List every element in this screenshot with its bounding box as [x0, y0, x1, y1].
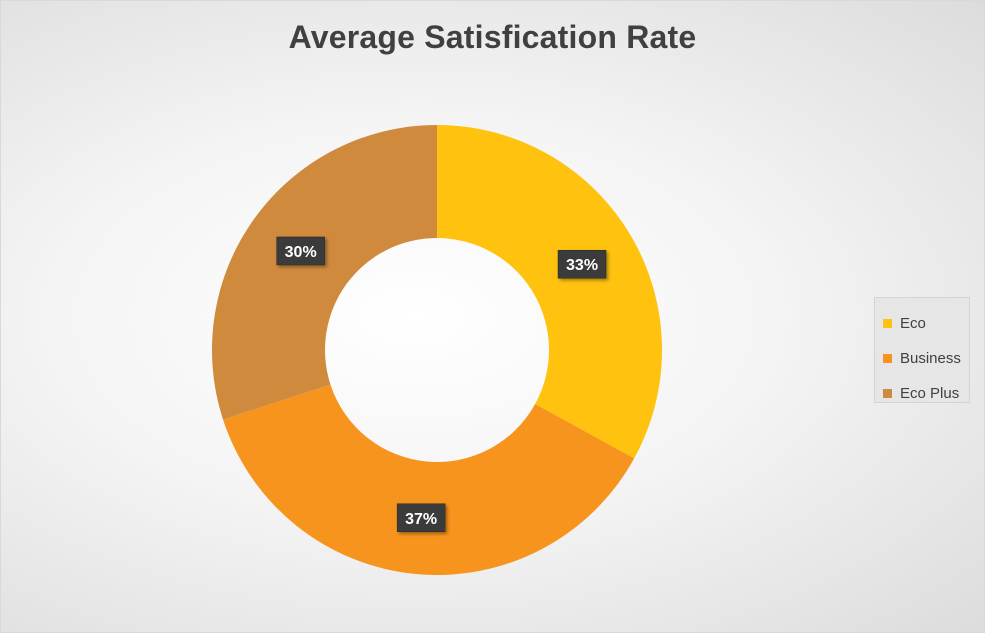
data-label-text-eco: 33%	[566, 257, 598, 274]
legend-item-business: Business	[883, 341, 969, 376]
donut-slice-eco	[437, 125, 663, 459]
data-label-eco: 33%	[557, 249, 607, 279]
legend-label-eco-plus: Eco Plus	[900, 385, 960, 402]
data-label-box-eco-plus	[276, 236, 325, 266]
legend-swatch-eco-plus	[883, 389, 892, 398]
legend-item-eco-plus: Eco Plus	[883, 376, 969, 411]
data-label-business: 37%	[396, 503, 446, 533]
data-label-box-eco	[557, 249, 607, 279]
data-label-eco-plus: 30%	[276, 236, 325, 266]
data-label-text-business: 37%	[405, 511, 437, 528]
data-label-box-business	[396, 503, 446, 533]
legend-swatch-business	[883, 354, 892, 363]
legend-label-business: Business	[900, 350, 961, 367]
data-label-text-eco-plus: 30%	[285, 244, 317, 261]
legend-label-eco: Eco	[900, 315, 926, 332]
legend-swatch-eco	[883, 319, 892, 328]
donut-data-labels: 33% 37% 30%	[276, 236, 607, 533]
donut-slices	[211, 125, 663, 576]
donut-slice-business	[223, 384, 635, 576]
chart-title: Average Satisfication Rate	[288, 19, 697, 55]
legend: Eco Business Eco Plus	[874, 297, 970, 403]
legend-item-eco: Eco	[883, 306, 969, 341]
donut-slice-eco-plus	[211, 125, 437, 420]
